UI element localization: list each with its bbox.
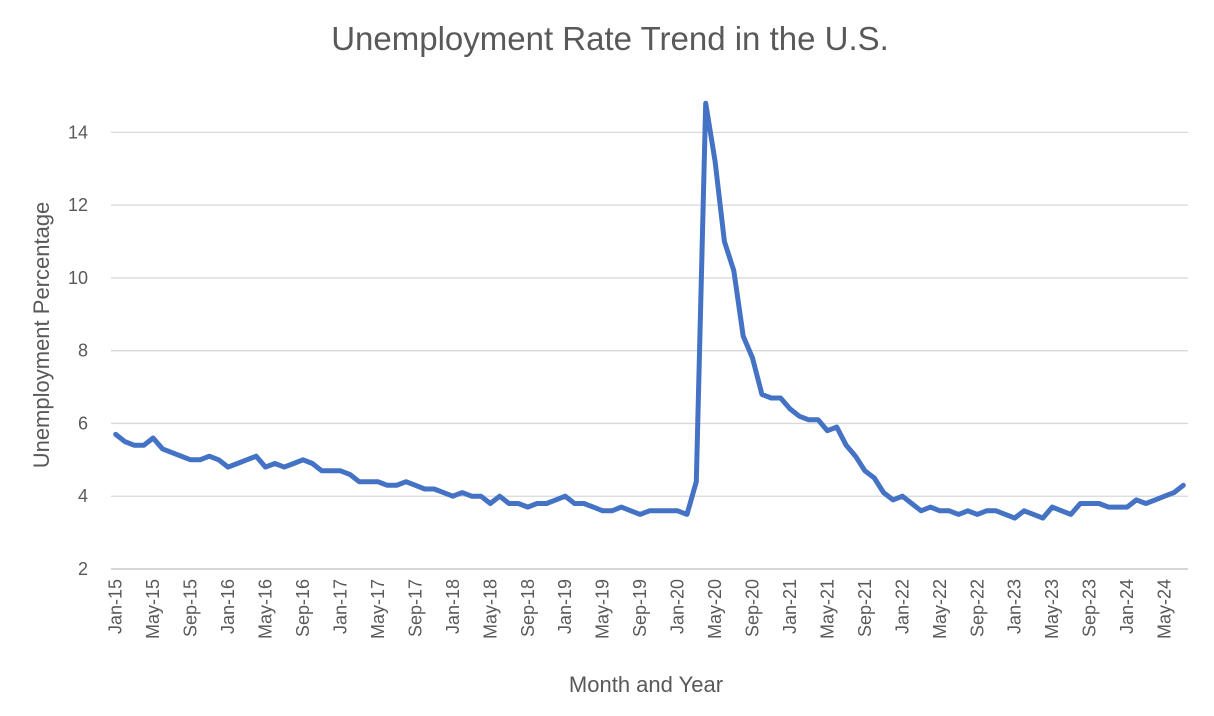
x-tick-label: May-17 (368, 579, 388, 639)
x-tick-label: May-24 (1155, 579, 1175, 639)
x-tick-label: May-18 (480, 579, 500, 639)
x-tick-label: Sep-21 (855, 579, 875, 637)
y-tick-label: 12 (68, 195, 88, 215)
x-tick-label: May-23 (1042, 579, 1062, 639)
x-tick-label: Sep-22 (967, 579, 987, 637)
x-tick-label: Sep-17 (405, 579, 425, 637)
x-tick-label: May-16 (256, 579, 276, 639)
x-tick-label: Jan-20 (668, 579, 688, 634)
y-tick-label: 4 (78, 486, 88, 506)
x-tick-label: May-19 (593, 579, 613, 639)
x-tick-label: Jan-17 (330, 579, 350, 634)
x-tick-label: Sep-19 (630, 579, 650, 637)
x-tick-label: Jan-18 (443, 579, 463, 634)
y-tick-label: 2 (78, 559, 88, 579)
x-tick-label: Jan-22 (892, 579, 912, 634)
chart-title: Unemployment Rate Trend in the U.S. (331, 20, 889, 57)
x-tick-label: May-15 (143, 579, 163, 639)
x-tick-label: May-22 (930, 579, 950, 639)
y-axis-label: Unemployment Percentage (29, 202, 54, 469)
x-tick-label: Jan-15 (106, 579, 126, 634)
y-axis-ticks: 2 4 6 8 10 12 14 (68, 122, 88, 579)
x-tick-label: Jan-19 (555, 579, 575, 634)
x-tick-label: Jan-23 (1005, 579, 1025, 634)
x-tick-label: May-20 (705, 579, 725, 639)
x-axis-ticks: Jan-15 May-15 Sep-15 Jan-16 May-16 Sep-16 Jan-… (106, 579, 1175, 639)
y-tick-label: 8 (78, 341, 88, 361)
x-tick-label: May-21 (817, 579, 837, 639)
x-tick-label: Sep-23 (1080, 579, 1100, 637)
x-tick-label: Jan-16 (218, 579, 238, 634)
series-layer (113, 100, 1186, 521)
x-tick-label: Sep-16 (293, 579, 313, 637)
y-tick-label: 10 (68, 268, 88, 288)
x-tick-label: Jan-21 (780, 579, 800, 634)
x-tick-label: Sep-15 (181, 579, 201, 637)
series-line-unemployment (113, 100, 1186, 521)
x-axis-label: Month and Year (569, 672, 723, 697)
gridlines (111, 131, 1188, 497)
x-tick-label: Sep-20 (743, 579, 763, 637)
x-tick-label: Sep-18 (518, 579, 538, 637)
y-tick-label: 14 (68, 122, 88, 142)
x-tick-label: Jan-24 (1117, 579, 1137, 634)
y-tick-label: 6 (78, 413, 88, 433)
